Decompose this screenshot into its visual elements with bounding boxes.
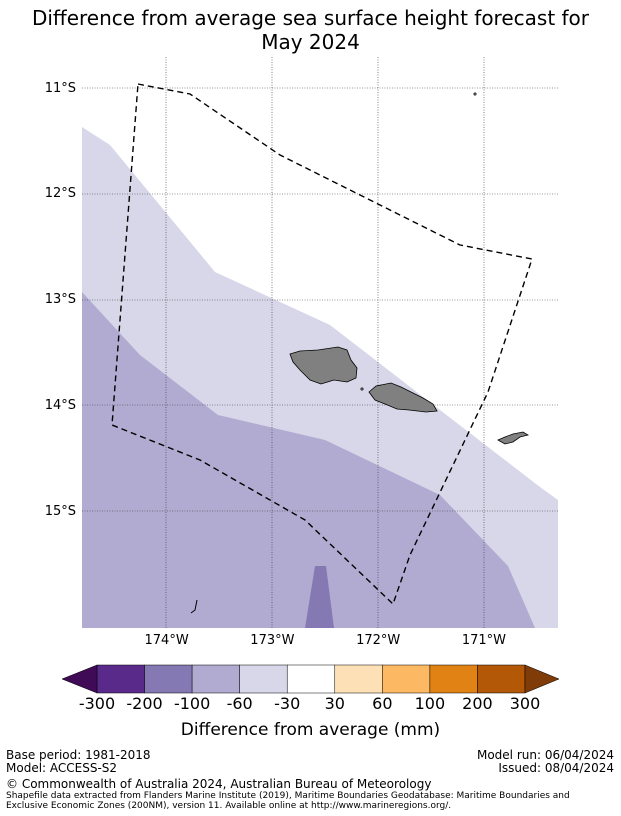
- model-name: Model: ACCESS-S2: [6, 761, 118, 775]
- colorbar-extend-high: [524, 664, 560, 694]
- colorbar-tick-label: 200: [462, 694, 493, 713]
- issued-date: Issued: 08/04/2024: [498, 761, 614, 775]
- latitude-label: 14°S: [44, 397, 76, 413]
- colorbar-segment: [286, 664, 336, 694]
- model-run: Model run: 06/04/2024: [476, 748, 614, 762]
- copyright: © Commonwealth of Australia 2024, Austra…: [6, 777, 432, 791]
- colorbar-label: Difference from average (mm): [180, 720, 441, 740]
- contour-band-minus-200-to-minus-100: [305, 566, 334, 628]
- colorbar-tick-label: -60: [226, 694, 253, 713]
- longitude-label: 173°W: [250, 633, 295, 648]
- shapefile-credit-1: Shapefile data extracted from Flanders M…: [6, 791, 570, 801]
- colorbar-segment: [96, 664, 145, 694]
- latitude-label: 15°S: [44, 503, 76, 519]
- map-title: Difference from average sea surface heig…: [0, 6, 621, 54]
- colorbar-tick-label: -200: [126, 694, 163, 713]
- colorbar-segment: [334, 664, 383, 694]
- longitude-label: 171°W: [461, 633, 507, 648]
- island-tutuila: [497, 431, 530, 445]
- colorbar-tick-label: -30: [274, 694, 301, 713]
- island-upolu: [368, 382, 438, 413]
- colorbar-tick-label: 100: [414, 694, 446, 713]
- colorbar-segment: [382, 664, 431, 694]
- longitude-label: 174°W: [144, 633, 189, 648]
- colorbar-tick-label: -100: [173, 694, 211, 713]
- base-period: Base period: 1981-2018: [6, 748, 151, 762]
- longitude-label: 172°W: [356, 633, 401, 648]
- gridlines: [82, 57, 558, 628]
- latitude-label: 13°S: [44, 292, 76, 308]
- colorbar-tick-label: 30: [324, 694, 345, 713]
- colorbar-segment: [191, 664, 240, 694]
- colorbar-segment: [477, 664, 526, 694]
- colorbar-extend-low: [61, 664, 98, 694]
- title-line-1: Difference from average sea surface heig…: [31, 6, 590, 30]
- shapefile-credit-2: Exclusive Economic Zones (200NM), versio…: [6, 801, 452, 811]
- colorbar-tick-label: 300: [509, 694, 541, 713]
- contour-band-minus-100-to-minus-60: [82, 292, 535, 628]
- colorbar-tick-label: -300: [78, 694, 116, 713]
- island-swains: [473, 92, 477, 96]
- colorbar-segment: [429, 664, 478, 694]
- colorbar-segment: [239, 664, 288, 694]
- island-savaii: [289, 346, 358, 385]
- eez-boundary: [111, 83, 533, 606]
- colorbar-segment: [144, 664, 193, 694]
- latitude-label: 11°S: [44, 80, 76, 96]
- island-apolima: [360, 387, 364, 391]
- colorbar-tick-label: 60: [372, 694, 393, 713]
- island-small-south: [190, 599, 198, 614]
- latitude-label: 12°S: [44, 186, 76, 202]
- title-line-2: May 2024: [261, 30, 360, 54]
